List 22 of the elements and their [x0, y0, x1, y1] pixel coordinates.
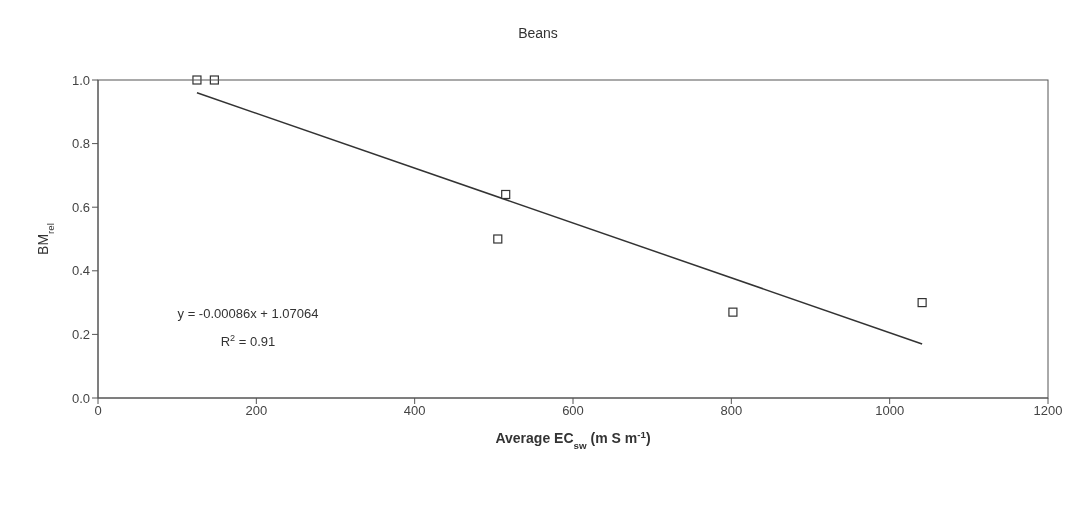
y-tick-label: 0.6 — [71, 199, 90, 215]
x-tick-label: 0 — [94, 403, 102, 419]
point — [728, 307, 738, 317]
x-tick-label: 800 — [720, 403, 743, 419]
x-tick-label: 1200 — [1033, 403, 1063, 419]
x-tick-label: 200 — [245, 403, 268, 419]
annotation: y = -0.00086x + 1.07064 — [177, 306, 319, 321]
annotation: R$^{2}$ = 0.91 — [220, 333, 276, 349]
x-tick-label: 400 — [403, 403, 426, 419]
y-tick-label: 0.4 — [71, 263, 90, 279]
y-tick-label: 0.8 — [71, 136, 90, 152]
point — [192, 75, 202, 85]
point — [917, 298, 927, 308]
x-tick-label: 600 — [562, 403, 584, 419]
chart-title: Beans — [518, 25, 558, 41]
y-tick-label: 1.0 — [71, 72, 90, 88]
x-tick-label: 1000 — [875, 403, 905, 419]
y-tick-label: 0.2 — [71, 327, 90, 343]
point — [493, 234, 503, 244]
x-axis-title: Average EC$_{sw}$ (m S m$^{-1}$) — [495, 428, 651, 451]
point — [501, 189, 511, 200]
y-tick-label: 0.0 — [71, 390, 90, 406]
